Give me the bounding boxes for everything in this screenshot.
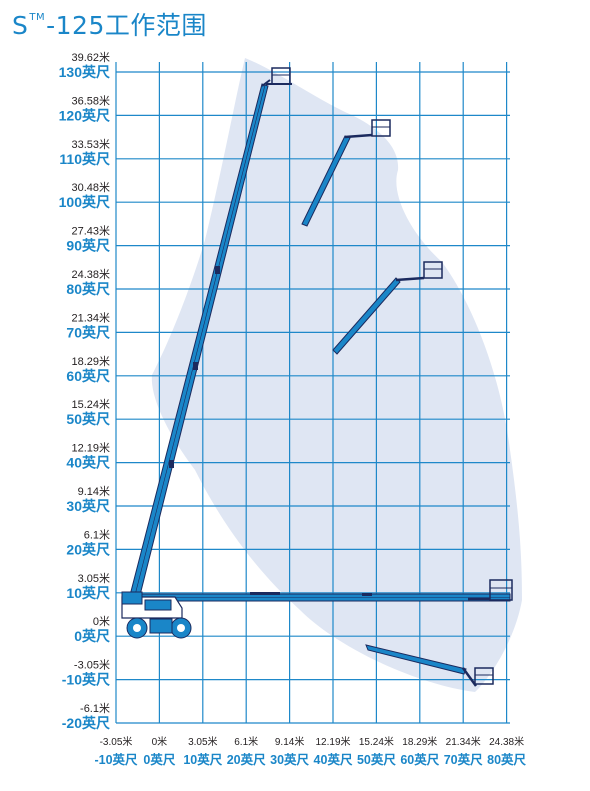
boom-position-3 xyxy=(332,261,443,355)
x-axis-labels: -3.05米 -10英尺 0米 0英尺 3.05米 10英尺 6.1米 20英尺 9.14米 30… xyxy=(94,735,526,767)
y-tick-label-meters: -6.1米 xyxy=(80,702,110,715)
y-tick-label-meters: 3.05米 xyxy=(78,572,110,585)
y-tick-label-feet: 30英尺 xyxy=(66,498,110,514)
y-tick-label-feet: 80英尺 xyxy=(66,281,110,297)
platform-stowed xyxy=(468,579,513,601)
x-tick-label-meters: -3.05米 xyxy=(100,735,133,748)
x-tick-label-meters: 15.24米 xyxy=(359,735,394,748)
x-tick-label-meters: 24.38米 xyxy=(489,735,524,748)
y-tick-label-meters: 36.58米 xyxy=(71,94,110,107)
x-tick-label-feet: 50英尺 xyxy=(357,752,396,767)
y-axis-labels: 39.62米130英尺36.58米120英尺33.53米110英尺30.48米1… xyxy=(59,51,110,731)
x-tick-label-feet: 30英尺 xyxy=(270,752,309,767)
y-tick-label-meters: -3.05米 xyxy=(74,659,110,672)
y-tick-label-feet: 70英尺 xyxy=(66,324,110,340)
y-tick-label-feet: 90英尺 xyxy=(66,238,110,254)
x-tick-label-feet: 20英尺 xyxy=(227,752,266,767)
boom-position-2 xyxy=(301,119,391,227)
y-tick-label-meters: 24.38米 xyxy=(71,268,110,281)
y-tick-label-meters: 6.1米 xyxy=(84,528,110,541)
machine-chassis xyxy=(121,591,192,639)
y-tick-label-feet: 120英尺 xyxy=(59,107,110,123)
x-tick-label-feet: -10英尺 xyxy=(94,752,138,767)
x-tick-label-feet: 10英尺 xyxy=(183,752,222,767)
x-tick-label-meters: 0米 xyxy=(152,735,168,748)
page-title: STM-125工作范围 xyxy=(12,6,207,42)
x-tick-label-feet: 80英尺 xyxy=(487,752,526,767)
y-tick-label-meters: 27.43米 xyxy=(71,225,110,238)
y-tick-label-meters: 9.14米 xyxy=(78,485,110,498)
y-tick-label-meters: 30.48米 xyxy=(71,181,110,194)
y-tick-label-feet: 50英尺 xyxy=(66,411,110,427)
x-tick-label-feet: 40英尺 xyxy=(314,752,353,767)
y-tick-label-feet: 130英尺 xyxy=(59,64,110,80)
y-tick-label-feet: 60英尺 xyxy=(66,368,110,384)
x-tick-label-meters: 3.05米 xyxy=(188,735,217,748)
platform-top xyxy=(266,67,292,85)
y-tick-label-feet: 10英尺 xyxy=(66,585,110,601)
title-text: -125工作范围 xyxy=(46,11,207,40)
trademark-mark: TM xyxy=(29,12,46,23)
y-tick-label-feet: -20英尺 xyxy=(62,715,110,731)
x-tick-label-feet: 70英尺 xyxy=(444,752,483,767)
y-tick-label-meters: 15.24米 xyxy=(71,398,110,411)
y-tick-label-meters: 39.62米 xyxy=(71,51,110,64)
y-tick-label-feet: 100英尺 xyxy=(59,194,110,210)
boom-position-below-grade xyxy=(365,644,494,687)
y-tick-label-feet: 0英尺 xyxy=(74,628,110,644)
grid xyxy=(115,62,510,724)
y-tick-label-feet: -10英尺 xyxy=(62,672,110,688)
y-tick-label-meters: 33.53米 xyxy=(71,138,110,151)
y-tick-label-feet: 40英尺 xyxy=(66,455,110,471)
x-tick-label-meters: 6.1米 xyxy=(234,735,258,748)
y-tick-label-feet: 110英尺 xyxy=(59,151,110,167)
y-tick-label-meters: 0米 xyxy=(93,615,110,628)
title-letter: S xyxy=(12,11,29,40)
x-tick-label-meters: 21.34米 xyxy=(446,735,481,748)
x-tick-label-feet: 60英尺 xyxy=(400,752,439,767)
x-tick-label-meters: 12.19米 xyxy=(315,735,350,748)
y-tick-label-meters: 21.34米 xyxy=(71,311,110,324)
x-tick-label-meters: 9.14米 xyxy=(275,735,304,748)
x-tick-label-feet: 0英尺 xyxy=(143,752,175,767)
y-tick-label-meters: 18.29米 xyxy=(71,355,110,368)
working-envelope xyxy=(151,58,522,692)
x-tick-label-meters: 18.29米 xyxy=(402,735,437,748)
y-tick-label-feet: 20英尺 xyxy=(66,541,110,557)
y-tick-label-meters: 12.19米 xyxy=(71,442,110,455)
